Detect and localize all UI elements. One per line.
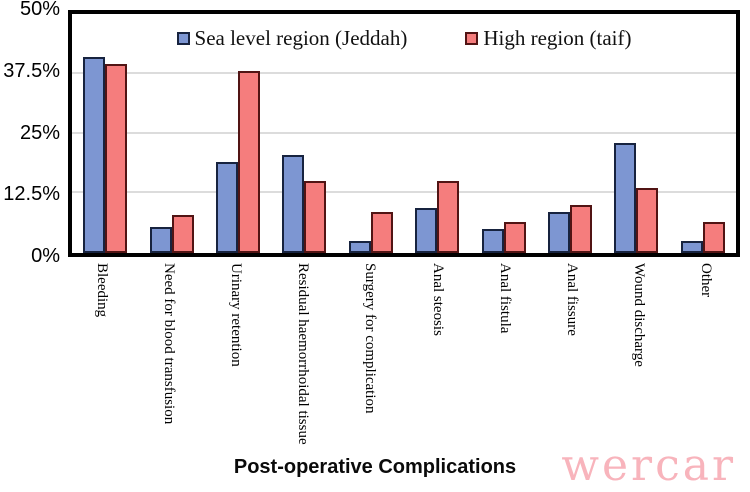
bar-group [205, 14, 271, 253]
gridline [72, 191, 736, 194]
bar [437, 181, 460, 253]
legend-swatch-high-region-icon [465, 32, 479, 45]
bar [415, 207, 438, 253]
watermark: wercar [561, 440, 736, 491]
legend-label-sea-level: Sea level region (Jeddah) [194, 26, 408, 50]
bar [636, 188, 659, 253]
y-tick-label: 12.5% [3, 183, 60, 206]
bar [348, 241, 371, 253]
bar [304, 181, 327, 253]
x-category-label: Need for blood transfusion [160, 263, 177, 425]
bar [149, 226, 172, 253]
legend-item-sea-level: Sea level region (Jeddah) [176, 26, 408, 50]
bar [83, 57, 106, 253]
x-category-label: Anal fistula [496, 263, 513, 334]
bar [481, 229, 504, 253]
bar-group [603, 14, 669, 253]
y-tick-label: 25% [19, 121, 60, 144]
y-tick-label: 50% [19, 0, 60, 20]
x-category-label: Residual haemorrhoidal tissue [295, 263, 312, 445]
gridline [72, 71, 736, 74]
bar [216, 162, 239, 253]
plot-area: Sea level region (Jeddah) High region (t… [68, 10, 740, 257]
bar-group [271, 14, 337, 253]
bar [282, 155, 305, 253]
y-tick-label: 0% [31, 245, 60, 267]
bar [370, 212, 393, 253]
x-category-label: Wound discharge [631, 263, 648, 367]
x-axis-title: Post-operative Complications [233, 456, 517, 478]
bar [680, 241, 703, 253]
bar [238, 71, 261, 253]
legend-swatch-sea-level-icon [176, 32, 190, 45]
bars-layer [72, 14, 736, 253]
legend: Sea level region (Jeddah) High region (t… [72, 28, 736, 49]
x-category-label: Urinary retention [228, 263, 244, 367]
x-category-label: Anal fissure [564, 263, 580, 336]
bar-group [404, 14, 470, 253]
bar-group [72, 14, 138, 253]
x-category-label: Surgery for complication [362, 263, 379, 414]
x-category-label: Other [698, 263, 715, 298]
bar [105, 64, 128, 253]
bar [503, 221, 526, 253]
bar [614, 143, 637, 253]
bar [570, 205, 593, 253]
y-tick-label: 37.5% [3, 59, 60, 82]
legend-label-high-region: High region (taif) [483, 26, 632, 50]
x-category-label: Anal steosis [429, 263, 446, 336]
bar [702, 221, 725, 253]
bar-group [338, 14, 404, 253]
bar-group [670, 14, 736, 253]
legend-item-high-region: High region (taif) [465, 28, 631, 49]
bar [548, 212, 571, 253]
bar [171, 214, 194, 253]
bar-group [537, 14, 603, 253]
gridline [72, 131, 736, 134]
bar-group [138, 14, 204, 253]
x-category-label: Bleeding [93, 263, 110, 318]
bar-group [470, 14, 536, 253]
